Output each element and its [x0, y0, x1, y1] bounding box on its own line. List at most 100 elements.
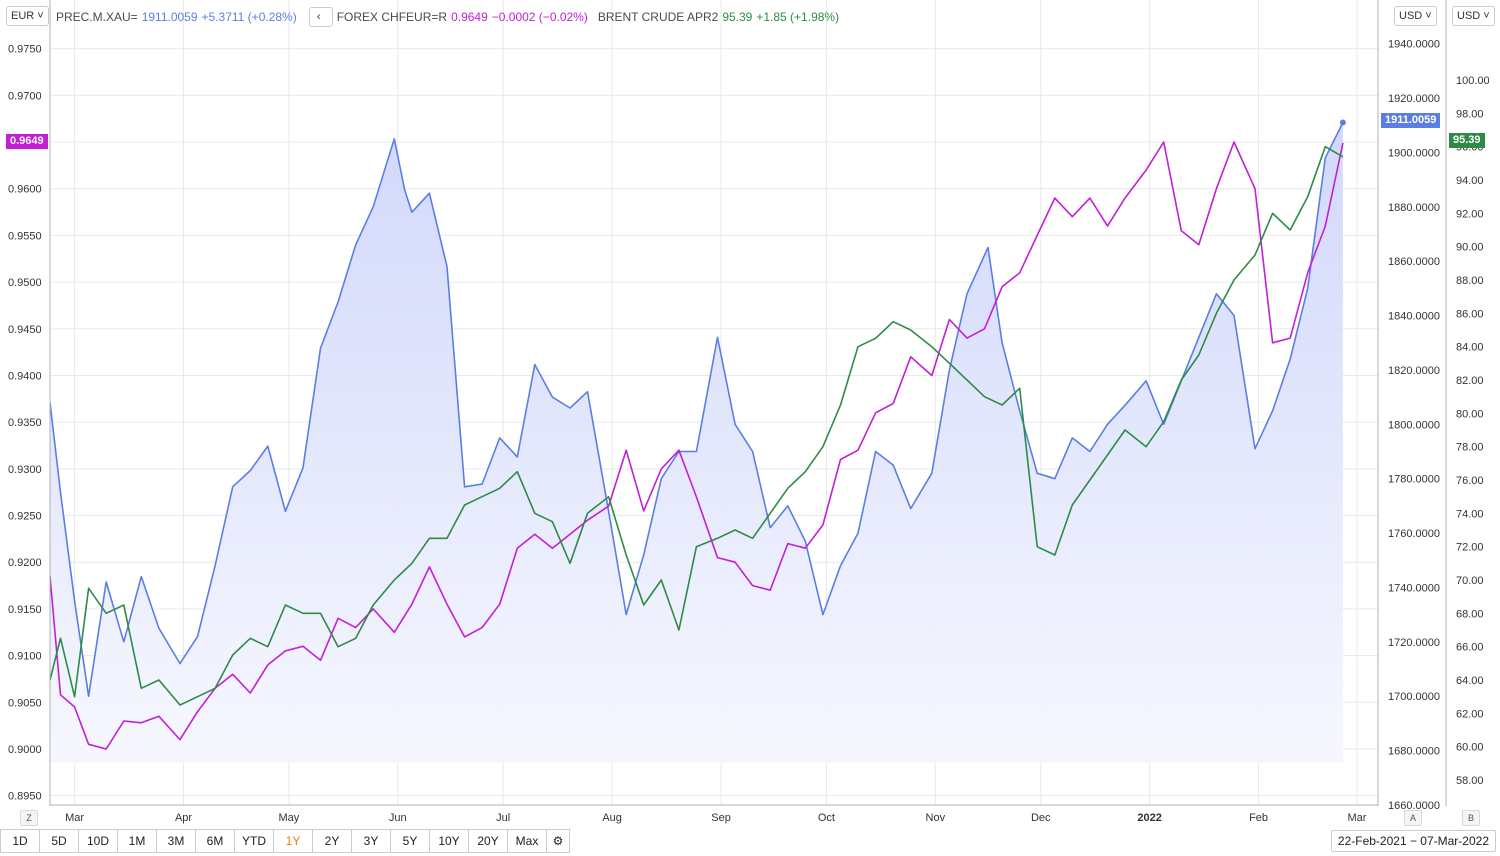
- chf-series-line: [50, 141, 1344, 750]
- left-tick-label: 0.9350: [8, 417, 42, 429]
- zoom-reset-button[interactable]: Z: [20, 810, 38, 826]
- right-currency-selector-2[interactable]: USD ˅: [1452, 6, 1495, 26]
- right2-tick-label: 70.00: [1456, 575, 1484, 587]
- left-tick-label: 0.9150: [8, 604, 42, 616]
- range-button-3y[interactable]: 3Y: [351, 829, 390, 853]
- x-tick-label: Sep: [711, 812, 731, 824]
- right2-tick-label: 78.00: [1456, 442, 1484, 454]
- x-tick-label: May: [279, 812, 300, 824]
- range-button-5y[interactable]: 5Y: [390, 829, 429, 853]
- range-button-3m[interactable]: 3M: [156, 829, 195, 853]
- right-currency-selector-1[interactable]: USD ˅: [1394, 6, 1437, 26]
- brent-series-line: [50, 145, 1344, 706]
- range-button-10d[interactable]: 10D: [78, 829, 117, 853]
- legend-brent-symbol[interactable]: BRENT CRUDE APR2: [597, 10, 719, 24]
- right1-tick-label: 1700.0000: [1388, 691, 1440, 703]
- range-button-1d[interactable]: 1D: [0, 829, 39, 853]
- left-tick-label: 0.9050: [8, 697, 42, 709]
- left-tick-label: 0.9200: [8, 557, 42, 569]
- legend-brent-value: 95.39: [722, 10, 753, 24]
- right1-tick-label: 1940.0000: [1388, 39, 1440, 51]
- x-tick-label: Apr: [175, 812, 192, 824]
- right2-tick-label: 76.00: [1456, 475, 1484, 487]
- gold-last-point: [1339, 119, 1346, 126]
- left-tick-label: 0.9000: [8, 744, 42, 756]
- brent-price-tag: 95.39: [1449, 133, 1485, 148]
- x-tick-label: 2022: [1137, 812, 1161, 824]
- x-tick-label: Nov: [926, 812, 946, 824]
- left-tick-label: 0.9450: [8, 324, 42, 336]
- left-tick-label: 0.9300: [8, 464, 42, 476]
- x-tick-label: Oct: [818, 812, 835, 824]
- legend-gold-change: +5.3711 (+0.28%): [201, 10, 297, 24]
- legend-chf-value: 0.9649: [451, 10, 488, 24]
- right2-tick-label: 94.00: [1456, 175, 1484, 187]
- range-button-1m[interactable]: 1M: [117, 829, 156, 853]
- legend-collapse-button[interactable]: ‹: [308, 7, 333, 27]
- right1-tick-label: 1680.0000: [1388, 746, 1440, 758]
- left-tick-label: 0.9500: [8, 277, 42, 289]
- left-tick-label: 0.9750: [8, 44, 42, 56]
- chevron-down-icon: ˅: [37, 10, 44, 22]
- settings-gear-icon[interactable]: ⚙: [546, 829, 570, 853]
- right2-tick-label: 98.00: [1456, 108, 1484, 120]
- legend-brent-change: +1.85 (+1.98%): [756, 10, 840, 24]
- x-tick-label: Dec: [1031, 812, 1051, 824]
- chevron-down-icon: ˅: [1425, 10, 1432, 22]
- right2-tick-label: 86.00: [1456, 308, 1484, 320]
- right2-tick-label: 88.00: [1456, 275, 1484, 287]
- range-button-10y[interactable]: 10Y: [429, 829, 468, 853]
- x-tick-label: Mar: [65, 812, 84, 824]
- chf-price-tag: 0.9649: [6, 134, 48, 149]
- range-button-2y[interactable]: 2Y: [312, 829, 351, 853]
- left-tick-label: 0.9100: [8, 651, 42, 663]
- left-tick-label: 0.9550: [8, 230, 42, 242]
- right2-tick-label: 60.00: [1456, 742, 1484, 754]
- axis-b-button[interactable]: B: [1462, 810, 1480, 826]
- left-tick-label: 0.9250: [8, 511, 42, 523]
- chevron-down-icon: ˅: [1483, 10, 1490, 22]
- left-tick-label: 0.9700: [8, 90, 42, 102]
- left-currency-selector[interactable]: EUR ˅: [6, 6, 49, 26]
- right1-tick-label: 1780.0000: [1388, 474, 1440, 486]
- legend-gold-value: 1911.0059: [141, 10, 198, 24]
- left-tick-label: 0.9400: [8, 370, 42, 382]
- range-button-6m[interactable]: 6M: [195, 829, 234, 853]
- date-range-display[interactable]: 22-Feb-2021 − 07-Mar-2022: [1330, 830, 1496, 852]
- right2-tick-label: 66.00: [1456, 642, 1484, 654]
- right2-tick-label: 92.00: [1456, 208, 1484, 220]
- legend: PREC.M.XAU= 1911.0059 +5.3711 (+0.28%) ‹…: [56, 7, 843, 27]
- right1-tick-label: 1660.0000: [1388, 800, 1440, 812]
- right2-tick-label: 68.00: [1456, 608, 1484, 620]
- range-button-ytd[interactable]: YTD: [234, 829, 273, 853]
- x-tick-label: Feb: [1249, 812, 1268, 824]
- right1-tick-label: 1920.0000: [1388, 93, 1440, 105]
- legend-chf-symbol[interactable]: FOREX CHFEUR=R: [336, 10, 448, 24]
- right1-tick-label: 1720.0000: [1388, 637, 1440, 649]
- axis-a-button[interactable]: A: [1404, 810, 1422, 826]
- right2-tick-label: 72.00: [1456, 542, 1484, 554]
- right2-tick-label: 80.00: [1456, 408, 1484, 420]
- right1-tick-label: 1740.0000: [1388, 582, 1440, 594]
- left-tick-label: 0.9600: [8, 184, 42, 196]
- gold-price-tag: 1911.0059: [1381, 113, 1441, 128]
- x-tick-label: Aug: [602, 812, 622, 824]
- range-button-5d[interactable]: 5D: [39, 829, 78, 853]
- legend-gold-symbol[interactable]: PREC.M.XAU=: [56, 10, 138, 24]
- right2-tick-label: 64.00: [1456, 675, 1484, 687]
- range-button-20y[interactable]: 20Y: [468, 829, 507, 853]
- x-tick-label: Jul: [496, 812, 510, 824]
- right1-tick-label: 1900.0000: [1388, 147, 1440, 159]
- right2-tick-label: 62.00: [1456, 708, 1484, 720]
- chevron-left-icon: ‹: [316, 11, 321, 23]
- right1-tick-label: 1760.0000: [1388, 528, 1440, 540]
- right1-tick-label: 1880.0000: [1388, 202, 1440, 214]
- range-button-1y[interactable]: 1Y: [273, 829, 312, 853]
- right1-tick-label: 1860.0000: [1388, 256, 1440, 268]
- gold-area-fill: [50, 122, 1343, 763]
- range-button-max[interactable]: Max: [507, 829, 546, 853]
- x-tick-label: Jun: [389, 812, 407, 824]
- right2-tick-label: 82.00: [1456, 375, 1484, 387]
- legend-chf-change: −0.0002 (−0.02%): [491, 10, 588, 24]
